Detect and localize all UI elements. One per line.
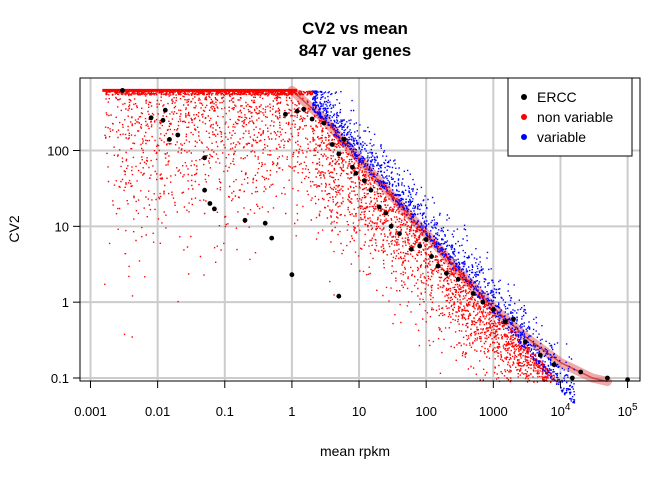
x-axis-label: mean rpkm (320, 443, 390, 459)
ercc-point-11 (262, 220, 268, 226)
ercc-point-29 (388, 223, 394, 229)
ercc-point-13 (283, 111, 288, 117)
y-tick-label-0: 0.1 (51, 371, 69, 386)
ercc-point-41 (502, 319, 508, 325)
x-tick-label-6: 1000 (479, 404, 508, 419)
ercc-point-36 (444, 270, 449, 276)
legend-box (507, 77, 633, 157)
x-tick-label-8: 105 (618, 402, 638, 419)
ercc-point-6 (202, 155, 208, 161)
ercc-point-43 (523, 339, 528, 345)
ercc-point-48 (605, 375, 610, 381)
ercc-point-32 (417, 243, 423, 249)
ercc-point-39 (480, 299, 486, 305)
x-tick-label-5: 100 (415, 404, 437, 419)
legend: ERCC non variable variable (507, 77, 633, 157)
ercc-point-25 (362, 178, 367, 184)
chart-title: CV2 vs mean (302, 19, 408, 38)
ercc-point-35 (435, 263, 441, 269)
ercc-point-33 (423, 237, 429, 242)
ercc-point-16 (301, 106, 307, 112)
legend-marker-non-variable (521, 114, 527, 120)
x-tick-label-7: 104 (550, 402, 570, 419)
legend-marker-ercc (521, 94, 527, 100)
ercc-point-40 (490, 307, 496, 312)
ercc-point-12 (269, 235, 275, 241)
ercc-point-28 (383, 210, 389, 216)
ercc-point-38 (470, 291, 476, 296)
ercc-point-4 (167, 137, 172, 142)
ercc-point-17 (309, 116, 315, 122)
ercc-point-19 (329, 142, 335, 147)
legend-label-non-variable: non variable (537, 109, 613, 125)
variable-points (312, 90, 576, 404)
x-tick-label-0: 0.001 (74, 404, 107, 419)
ercc-point-0 (120, 88, 125, 93)
ercc-point-22 (341, 137, 347, 142)
ercc-point-44 (537, 352, 543, 358)
ercc-point-37 (455, 276, 461, 282)
ercc-point-45 (551, 362, 557, 367)
ercc-point-21 (336, 151, 342, 157)
ercc-point-7 (202, 187, 208, 193)
ercc-points (120, 88, 630, 383)
ercc-point-24 (353, 170, 359, 176)
ercc-point-15 (294, 108, 300, 114)
ercc-point-18 (321, 120, 327, 126)
ercc-point-30 (397, 231, 402, 237)
y-axis-label: CV2 (6, 215, 22, 242)
ercc-point-26 (368, 187, 374, 193)
x-tick-label-2: 0.1 (216, 404, 234, 419)
ercc-point-31 (408, 246, 414, 252)
ercc-point-10 (242, 217, 248, 223)
non-variable-points (104, 90, 559, 384)
ercc-point-3 (162, 107, 168, 113)
ercc-point-14 (289, 272, 295, 278)
ercc-point-9 (212, 206, 217, 212)
y-axis: 0.1 1 10 100 (47, 144, 80, 386)
y-tick-label-1: 1 (62, 295, 69, 310)
point-cloud (102, 88, 576, 404)
ercc-point-27 (376, 204, 382, 210)
ercc-point-42 (511, 316, 516, 322)
ercc-point-47 (578, 369, 584, 375)
ercc-point-20 (336, 293, 342, 299)
ercc-point-2 (160, 117, 166, 123)
legend-label-ercc: ERCC (537, 89, 577, 105)
x-tick-label-1: 0.01 (145, 404, 170, 419)
ercc-point-34 (429, 254, 434, 259)
ercc-point-23 (350, 164, 355, 170)
ercc-point-5 (175, 132, 181, 138)
x-tick-label-3: 1 (288, 404, 295, 419)
x-axis: 0.001 0.01 0.1 1 10 100 1000 104 105 (74, 380, 638, 419)
ercc-point-46 (569, 375, 575, 381)
legend-marker-variable (521, 134, 527, 140)
legend-label-variable: variable (537, 129, 586, 145)
ercc-point-1 (148, 115, 154, 121)
ercc-point-8 (207, 201, 213, 206)
y-tick-label-2: 10 (55, 219, 69, 234)
x-tick-label-4: 10 (352, 404, 366, 419)
y-tick-label-3: 100 (47, 144, 69, 159)
chart-subtitle: 847 var genes (299, 41, 411, 60)
